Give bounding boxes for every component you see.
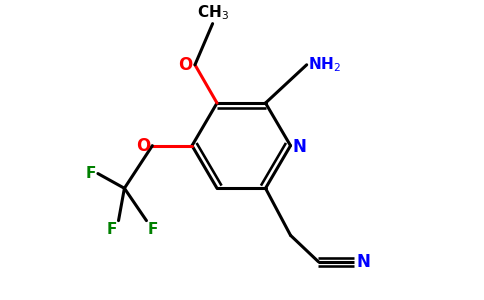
Text: N: N <box>356 253 370 271</box>
Text: O: O <box>136 136 151 154</box>
Text: NH$_2$: NH$_2$ <box>308 56 341 74</box>
Text: CH$_3$: CH$_3$ <box>197 4 228 22</box>
Text: F: F <box>86 166 96 181</box>
Text: F: F <box>148 222 158 237</box>
Text: O: O <box>179 56 193 74</box>
Text: N: N <box>293 138 307 156</box>
Text: F: F <box>106 222 117 237</box>
